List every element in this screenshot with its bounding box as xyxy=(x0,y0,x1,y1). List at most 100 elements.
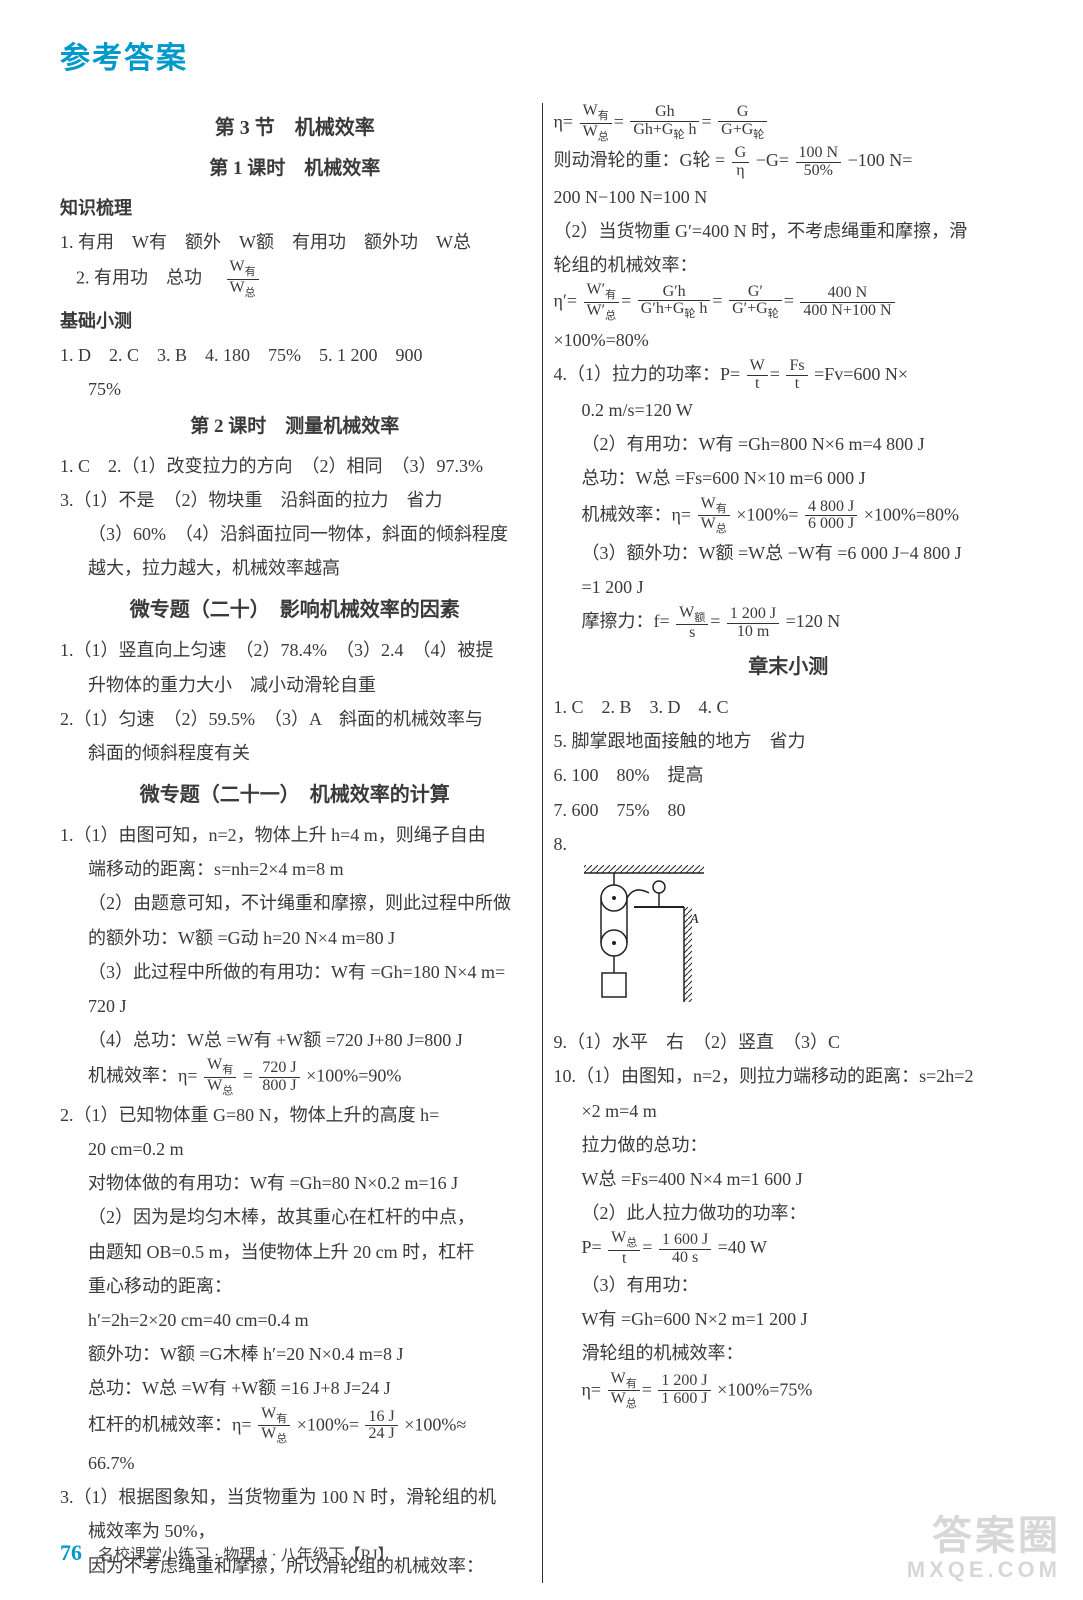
text-line: 总功：W总 =W有 +W额 =16 J+8 J=24 J xyxy=(60,1371,530,1405)
watermark-line1: 答案圈 xyxy=(932,1514,1061,1558)
text-line: 升物体的重力大小 减小动滑轮自重 xyxy=(60,668,530,702)
text: P= xyxy=(582,1237,602,1257)
text-line: 10.（1）由图知，n=2，则拉力端移动的距离：s=2h=2 xyxy=(554,1059,1024,1093)
fraction: 1 200 J1 600 J xyxy=(658,1373,710,1408)
power-formula-2: P= W总t= 1 600 J40 s =40 W xyxy=(554,1230,1024,1268)
fraction: W′有W′总 xyxy=(584,282,620,322)
fraction: W总t xyxy=(608,1230,640,1268)
text: −G= xyxy=(756,150,789,170)
column-divider xyxy=(542,103,543,1583)
text-line: 1.（1）由图可知，n=2，物体上升 h=4 m，则绳子自由 xyxy=(60,818,530,852)
text: 则动滑轮的重：G轮 = xyxy=(554,150,726,170)
text: −100 N= xyxy=(848,150,913,170)
text-line: 1. C 2.（1）改变拉力的方向 （2）相同 （3）97.3% xyxy=(60,449,530,483)
micro-topic-20: 微专题（二十） 影响机械效率的因素 xyxy=(60,591,530,629)
text: ×100%=80% xyxy=(864,504,959,524)
power-formula: 4.（1）拉力的功率：P= Wt= Fst =Fv=600 N× xyxy=(554,357,1024,393)
text: 机械效率：η= xyxy=(88,1066,198,1086)
text-line: （3）有用功： xyxy=(554,1268,1024,1302)
fraction: 720 J800 J xyxy=(259,1060,299,1095)
two-column-layout: 第 3 节 机械效率 第 1 课时 机械效率 知识梳理 1. 有用 W有 额外 … xyxy=(60,103,1023,1583)
text-line: 拉力做的总功： xyxy=(554,1128,1024,1162)
text-line: 斜面的倾斜程度有关 xyxy=(60,736,530,770)
friction-formula: 摩擦力：f= W额s= 1 200 J10 m =120 N xyxy=(554,604,1024,642)
text: 2. 有用功 总功 xyxy=(76,268,220,288)
watermark: 答案圈 MXQE.COM xyxy=(907,1514,1061,1582)
fraction: G′hG′h+G轮 h xyxy=(638,284,711,322)
text-line: W总 =Fs=400 N×4 m=1 600 J xyxy=(554,1162,1024,1196)
text-line: （4）总功：W总 =W有 +W额 =720 J+80 J=800 J xyxy=(60,1023,530,1057)
fraction: W额s xyxy=(676,605,708,643)
text: 杠杆的机械效率：η= xyxy=(88,1414,252,1434)
text-line: 20 cm=0.2 m xyxy=(60,1132,530,1166)
text: ×100%=90% xyxy=(306,1066,401,1086)
text-line: （2）由题意可知，不计绳重和摩擦，则此过程中所做 xyxy=(60,886,530,920)
text: =Fv=600 N× xyxy=(814,364,908,384)
text-line: ×100%=80% xyxy=(554,323,1024,357)
text-line: 1. C 2. B 3. D 4. C xyxy=(554,690,1024,724)
text: 机械效率：η= xyxy=(582,504,692,524)
text: ×100%= xyxy=(297,1414,359,1434)
efficiency-formula-2: 机械效率：η= W有W总 ×100%= 4 800 J6 000 J ×100%… xyxy=(554,496,1024,536)
text-line: 轮组的机械效率： xyxy=(554,248,1024,282)
right-column: η= W有W总= GhGh+G轮 h= GG+G轮 则动滑轮的重：G轮 = Gη… xyxy=(542,103,1024,1583)
text: 4.（1）拉力的功率：P= xyxy=(554,364,741,384)
text-line: 滑轮组的机械效率： xyxy=(554,1336,1024,1370)
text: ×100%=75% xyxy=(717,1379,812,1399)
fraction: 4 800 J6 000 J xyxy=(805,499,857,534)
fraction: W有W总 xyxy=(580,103,612,143)
text-line: 1. D 2. C 3. B 4. 180 75% 5. 1 200 900 xyxy=(60,338,530,372)
text-line: 0.2 m/s=120 W xyxy=(554,393,1024,427)
pulley-weight: 则动滑轮的重：G轮 = Gη −G= 100 N50% −100 N= xyxy=(554,143,1024,179)
fraction: G′G′+G轮 xyxy=(729,284,782,322)
fraction: W有W总 xyxy=(204,1057,236,1097)
text-line: （3）额外功：W额 =W总 −W有 =6 000 J−4 800 J xyxy=(554,536,1024,570)
efficiency-formula: 机械效率：η= W有W总 = 720 J800 J ×100%=90% xyxy=(60,1057,530,1097)
eta-prime-formula: η′= W′有W′总= G′hG′h+G轮 h= G′G′+G轮= 400 N4… xyxy=(554,282,1024,322)
text-line: 3.（1）不是 （2）物块重 沿斜面的拉力 省力 xyxy=(60,483,530,517)
eta-formula: η= W有W总= GhGh+G轮 h= GG+G轮 xyxy=(554,103,1024,143)
chapter-end-test: 章末小测 xyxy=(554,648,1024,686)
pulley-efficiency: η= W有W总= 1 200 J1 600 J ×100%=75% xyxy=(554,1371,1024,1411)
basic-test-label: 基础小测 xyxy=(60,304,530,338)
fraction: Gη xyxy=(732,145,750,180)
text: η′= xyxy=(554,291,578,311)
fraction: Fst xyxy=(786,358,807,393)
fraction: GG+G轮 xyxy=(718,104,767,142)
fraction: W有W总 xyxy=(258,1406,290,1446)
text-line: （2）有用功：W有 =Gh=800 N×6 m=4 800 J xyxy=(554,427,1024,461)
fraction: W有W总 xyxy=(698,496,730,536)
fraction: 400 N400 N+100 N xyxy=(800,285,894,320)
text-line: ×2 m=4 m xyxy=(554,1094,1024,1128)
section-3-lesson1: 第 1 课时 机械效率 xyxy=(60,151,530,187)
footer-text: 名校课堂小练习 · 物理 1 · 八年级下【RJ】 xyxy=(98,1547,394,1564)
text-line: 2.（1）已知物体重 G=80 N，物体上升的高度 h= xyxy=(60,1098,530,1132)
text-line: 2. 有用功 总功 W有W总 xyxy=(60,259,530,299)
fraction: 1 600 J40 s xyxy=(659,1232,711,1267)
text: ×100%≈ xyxy=(404,1414,466,1434)
text-line: 75% xyxy=(60,372,530,406)
text: =120 N xyxy=(786,611,841,631)
text-line: 9.（1）水平 右 （2）竖直 （3）C xyxy=(554,1025,1024,1059)
text-line: 6. 100 80% 提高 xyxy=(554,758,1024,792)
watermark-line2: MXQE.COM xyxy=(907,1558,1061,1582)
text: ×100%= xyxy=(736,504,798,524)
text-line: 由题知 OB=0.5 m，当使物体上升 20 cm 时，杠杆 xyxy=(60,1235,530,1269)
micro-topic-21: 微专题（二十一） 机械效率的计算 xyxy=(60,776,530,814)
pulley-diagram: A xyxy=(574,865,1024,1021)
fraction: 100 N50% xyxy=(796,145,842,180)
text-line: 1.（1）竖直向上匀速 （2）78.4% （3）2.4 （4）被提 xyxy=(60,633,530,667)
fraction: 16 J24 J xyxy=(365,1409,397,1444)
text-line: 重心移动的距离： xyxy=(60,1269,530,1303)
section-3-lesson2: 第 2 课时 测量机械效率 xyxy=(60,409,530,445)
text-line: 总功：W总 =Fs=600 N×10 m=6 000 J xyxy=(554,461,1024,495)
text-line: 7. 600 75% 80 xyxy=(554,793,1024,827)
knowledge-label: 知识梳理 xyxy=(60,191,530,225)
page-footer: 76 名校课堂小练习 · 物理 1 · 八年级下【RJ】 xyxy=(60,1532,394,1574)
section-3-title: 第 3 节 机械效率 xyxy=(60,109,530,147)
text-line: 720 J xyxy=(60,989,530,1023)
text-line: 的额外功：W额 =G动 h=20 N×4 m=80 J xyxy=(60,921,530,955)
text-line: h′=2h=2×20 cm=40 cm=0.4 m xyxy=(60,1303,530,1337)
text-line: =1 200 J xyxy=(554,570,1024,604)
fraction: GhGh+G轮 h xyxy=(630,104,699,142)
